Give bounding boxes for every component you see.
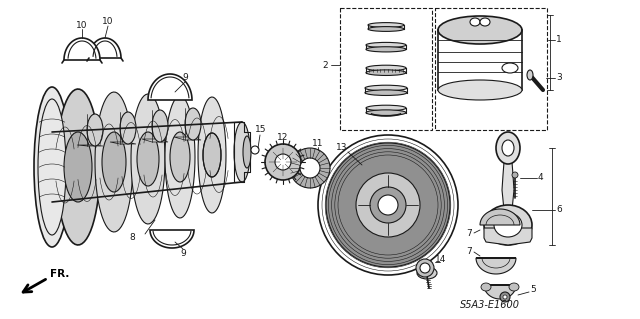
Ellipse shape <box>185 108 201 140</box>
Ellipse shape <box>102 132 126 192</box>
Polygon shape <box>480 209 520 225</box>
Ellipse shape <box>503 295 507 299</box>
Ellipse shape <box>366 70 406 76</box>
Polygon shape <box>131 94 165 224</box>
Text: 2: 2 <box>323 61 328 70</box>
Ellipse shape <box>251 146 259 154</box>
Ellipse shape <box>34 87 70 247</box>
Ellipse shape <box>366 105 406 111</box>
Bar <box>435 8 547 130</box>
Ellipse shape <box>365 90 407 95</box>
Polygon shape <box>64 38 100 60</box>
Text: 6: 6 <box>556 205 562 214</box>
Text: 8: 8 <box>129 234 135 242</box>
Ellipse shape <box>481 283 491 291</box>
Ellipse shape <box>290 148 330 188</box>
Ellipse shape <box>120 112 136 144</box>
Text: 7: 7 <box>467 228 472 238</box>
Ellipse shape <box>38 99 66 235</box>
Text: 14: 14 <box>435 256 446 264</box>
Ellipse shape <box>170 132 190 182</box>
Text: 9: 9 <box>182 73 188 83</box>
Polygon shape <box>476 258 516 274</box>
Ellipse shape <box>509 283 519 291</box>
Polygon shape <box>165 96 195 218</box>
Ellipse shape <box>275 154 291 170</box>
Ellipse shape <box>527 70 533 80</box>
Polygon shape <box>174 137 201 140</box>
Polygon shape <box>56 89 100 245</box>
Polygon shape <box>484 228 532 245</box>
Ellipse shape <box>484 205 532 245</box>
Ellipse shape <box>438 80 522 100</box>
Ellipse shape <box>203 133 221 177</box>
Ellipse shape <box>300 158 320 178</box>
Ellipse shape <box>265 144 301 180</box>
Polygon shape <box>484 285 516 299</box>
Polygon shape <box>77 145 103 146</box>
Ellipse shape <box>87 114 103 146</box>
Text: 13: 13 <box>336 144 348 152</box>
Text: 1: 1 <box>556 35 562 44</box>
Ellipse shape <box>420 263 430 273</box>
Ellipse shape <box>366 110 406 115</box>
Ellipse shape <box>370 187 406 223</box>
Polygon shape <box>148 74 192 100</box>
Ellipse shape <box>480 18 490 26</box>
Text: 7: 7 <box>467 248 472 256</box>
Text: 3: 3 <box>556 73 562 83</box>
Text: FR.: FR. <box>50 269 69 279</box>
Ellipse shape <box>378 195 398 215</box>
Text: 9: 9 <box>180 249 186 257</box>
Text: 11: 11 <box>312 138 324 147</box>
Polygon shape <box>198 97 226 213</box>
Text: 10: 10 <box>102 18 114 26</box>
Ellipse shape <box>496 132 520 164</box>
Polygon shape <box>110 142 136 144</box>
Text: 5: 5 <box>530 286 536 294</box>
Ellipse shape <box>366 47 406 52</box>
Ellipse shape <box>512 172 518 178</box>
Polygon shape <box>95 92 133 232</box>
Ellipse shape <box>494 213 522 237</box>
Ellipse shape <box>243 136 251 168</box>
Ellipse shape <box>368 23 404 27</box>
Ellipse shape <box>234 122 250 182</box>
Polygon shape <box>502 162 514 215</box>
Ellipse shape <box>368 26 404 31</box>
Text: 4: 4 <box>538 174 543 182</box>
Text: S5A3-E1600: S5A3-E1600 <box>460 300 520 310</box>
Ellipse shape <box>366 42 406 48</box>
Polygon shape <box>89 38 121 58</box>
Text: 12: 12 <box>277 132 289 142</box>
Ellipse shape <box>318 135 458 275</box>
Ellipse shape <box>500 292 510 302</box>
Ellipse shape <box>366 65 406 71</box>
Ellipse shape <box>365 85 407 91</box>
Bar <box>340 8 432 130</box>
Ellipse shape <box>152 110 168 142</box>
Ellipse shape <box>470 18 480 26</box>
Ellipse shape <box>137 132 159 186</box>
Ellipse shape <box>64 132 92 202</box>
Ellipse shape <box>356 173 420 237</box>
Ellipse shape <box>502 63 518 73</box>
Text: 10: 10 <box>76 20 88 29</box>
Polygon shape <box>150 230 194 248</box>
Ellipse shape <box>438 16 522 44</box>
Ellipse shape <box>326 143 450 267</box>
Ellipse shape <box>416 259 434 277</box>
Polygon shape <box>142 139 168 142</box>
Ellipse shape <box>502 140 514 156</box>
Ellipse shape <box>417 267 437 279</box>
Text: 15: 15 <box>255 125 267 135</box>
